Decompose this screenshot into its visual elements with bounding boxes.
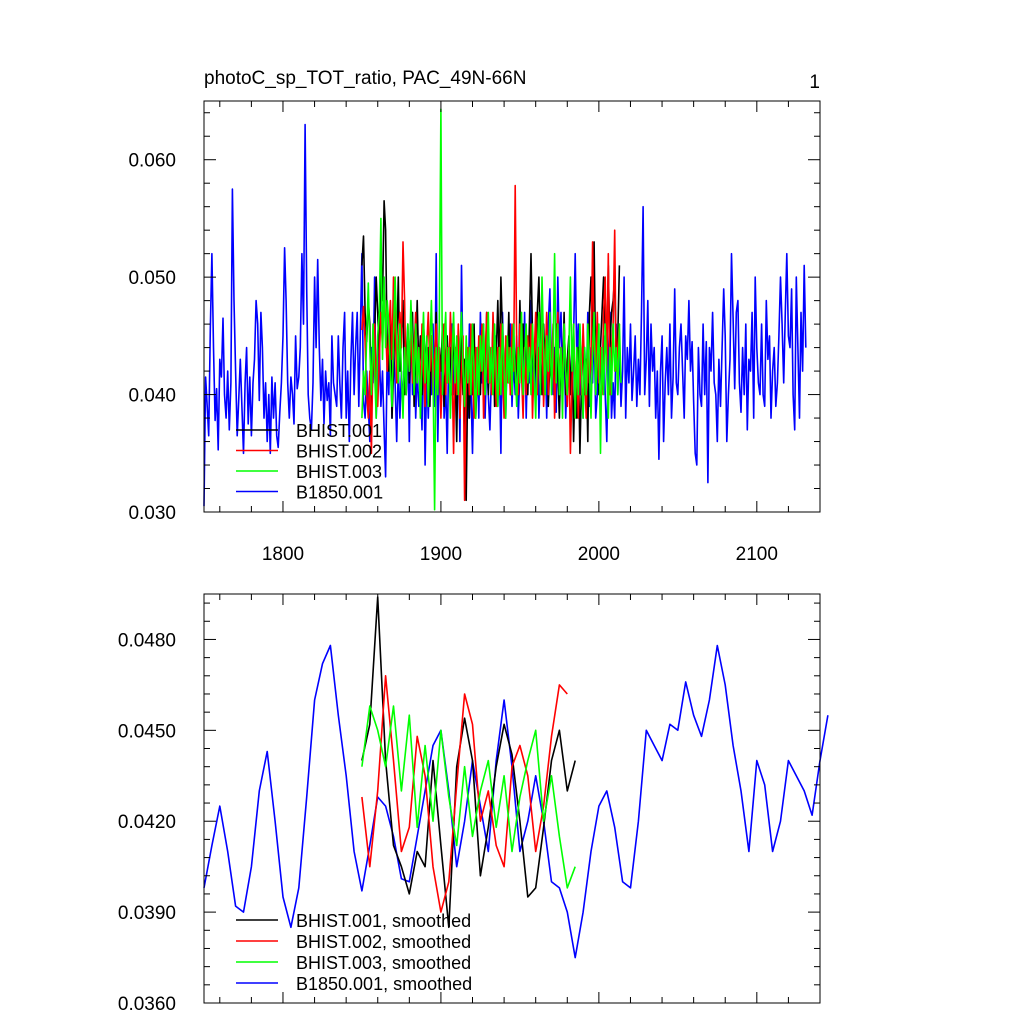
series-line-bhist-003-smoothed: [361, 705, 576, 889]
bottom-panel: 0.0360 0.0390 0.0420 0.0450 0.0480 BHIST.001,…: [118, 593, 829, 1015]
legend-label: BHIST.001: [296, 421, 382, 441]
series-line-bhist-001-smoothed: [361, 596, 576, 929]
x-tick-label: 1900: [420, 544, 462, 565]
y-tick-label: 0.040: [128, 386, 176, 407]
series-line-bhist-003: [361, 108, 622, 511]
legend-label: BHIST.001, smoothed: [296, 911, 471, 931]
x-tick-label: 2000: [578, 544, 620, 565]
y-tick-label: 0.030: [128, 503, 176, 524]
y-tick-label: 0.0390: [118, 903, 176, 924]
y-tick-label: 0.0360: [118, 994, 176, 1015]
plot-frame: [203, 593, 821, 1004]
chart-title: photoC_sp_TOT_ratio, PAC_49N-66N: [204, 68, 526, 89]
legend-label: BHIST.003, smoothed: [296, 953, 471, 973]
series-line-b1850-001: [203, 123, 807, 507]
x-tick-label: 1800: [262, 544, 304, 565]
legend-label: BHIST.002: [296, 442, 382, 462]
series-line-bhist-002-smoothed: [361, 674, 568, 913]
panel-number: 1: [809, 72, 820, 93]
y-tick-label: 0.0450: [118, 721, 176, 742]
y-tick-label: 0.0420: [118, 812, 176, 833]
x-tick-label: 2100: [736, 544, 778, 565]
legend-label: B1850.001: [296, 483, 383, 503]
legend-label: B1850.001, smoothed: [296, 974, 472, 994]
plot-frame: [203, 100, 821, 513]
legend-label: BHIST.002, smoothed: [296, 932, 471, 952]
legend-label: BHIST.003: [296, 462, 382, 482]
y-tick-label: 0.0480: [118, 630, 176, 651]
y-tick-label: 0.050: [128, 268, 176, 289]
series-line-b1850-001-smoothed: [203, 644, 829, 959]
y-tick-label: 0.060: [128, 151, 176, 172]
top-panel: 0.030 0.040 0.050 0.060 1800 1900 2000 2100 BHIS…: [128, 100, 821, 565]
